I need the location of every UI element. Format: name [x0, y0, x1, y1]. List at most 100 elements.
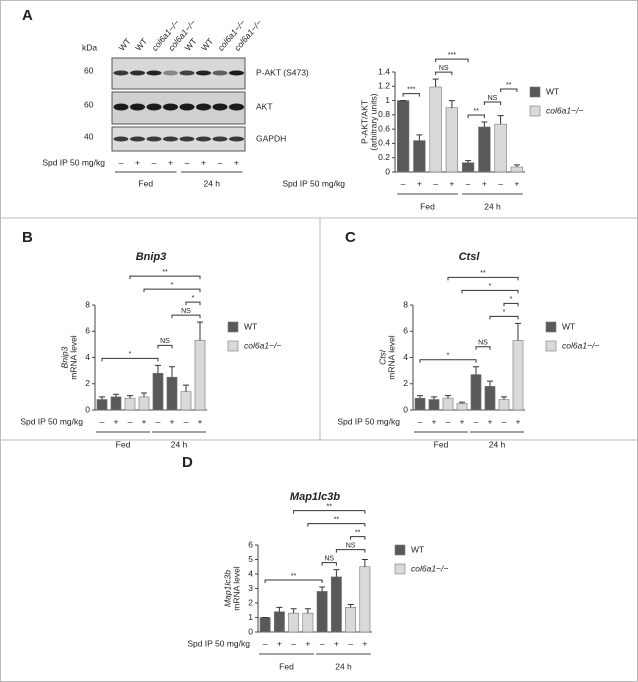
blot-band [163, 70, 178, 76]
error-bar [276, 606, 283, 612]
error-bar [515, 322, 521, 341]
group-label: 24 h [203, 178, 220, 188]
significance-bracket [419, 359, 477, 363]
x-tick-label: – [320, 638, 325, 648]
chart-title: Ctsl [459, 251, 481, 263]
error-bar [465, 160, 472, 163]
error-bar [501, 396, 507, 400]
error-bar [127, 395, 133, 399]
sign-label: – [152, 157, 157, 167]
y-tick-label: 0 [385, 166, 390, 176]
bar [414, 397, 426, 411]
bar [180, 391, 192, 411]
legend-label: WT [244, 321, 257, 331]
significance-label: ** [291, 573, 297, 580]
x-tick-label: + [334, 638, 339, 648]
x-tick-label: + [362, 638, 367, 648]
bar [478, 126, 491, 173]
significance-bracket [500, 88, 518, 92]
sign-label: + [234, 157, 239, 167]
legend-swatch [227, 321, 239, 333]
error-bar [513, 164, 520, 167]
error-bar [416, 134, 423, 141]
significance-bracket [483, 101, 502, 105]
error-bar [473, 366, 479, 375]
significance-label: NS [439, 65, 449, 72]
bar [288, 612, 300, 633]
x-tick-label: + [516, 416, 521, 426]
error-bar [304, 608, 311, 614]
legend-swatch [545, 321, 557, 333]
blot-band [146, 136, 162, 142]
blot-band [163, 136, 178, 142]
y-tick-label: 2 [248, 597, 253, 607]
error-bar [99, 396, 105, 400]
y-axis-label: Ctsl [377, 349, 387, 365]
bar [259, 617, 271, 633]
blot-band [130, 70, 145, 76]
bar [273, 611, 285, 633]
bar [302, 612, 314, 633]
mw-marker: 60 [84, 99, 94, 109]
error-bar [445, 395, 451, 399]
legend-swatch [394, 563, 406, 575]
significance-label: * [489, 283, 492, 290]
blot-band [113, 70, 129, 76]
significance-label: ** [334, 516, 340, 523]
significance-bracket [321, 562, 337, 566]
significance-bracket [435, 58, 469, 63]
blot-band [113, 103, 129, 111]
x-tick-label: – [418, 416, 423, 426]
blot-band [196, 103, 211, 111]
error-bar [319, 586, 326, 592]
bar [456, 403, 468, 411]
significance-bracket [185, 301, 201, 306]
bar [96, 399, 108, 411]
x-tick-label: – [502, 416, 507, 426]
x-tick-label: – [498, 178, 503, 188]
y-tick-label: 5 [248, 554, 253, 564]
legend-label: col6a1−/− [244, 340, 281, 350]
group-label: Fed [420, 201, 435, 211]
y-axis-label: mRNA level [68, 335, 78, 380]
significance-label: NS [160, 338, 170, 345]
y-axis-label: mRNA level [231, 566, 241, 611]
bar [166, 376, 178, 411]
significance-label: NS [346, 542, 356, 549]
blot-band [146, 70, 162, 76]
sign-label: – [119, 157, 124, 167]
significance-bracket [402, 93, 420, 97]
y-axis-label: (arbitrary units) [368, 93, 378, 150]
significance-label: * [510, 296, 513, 303]
significance-label: * [447, 353, 450, 360]
panel-label: A [22, 7, 33, 24]
x-tick-label: – [348, 638, 353, 648]
significance-label: * [192, 295, 195, 302]
x-tick-label: – [433, 178, 438, 188]
x-tick-label: + [460, 416, 465, 426]
significance-label: *** [407, 86, 415, 93]
significance-bracket [129, 275, 201, 280]
x-tick-label: + [432, 416, 437, 426]
blot-band [212, 136, 228, 142]
blot-band [196, 70, 211, 76]
group-label: 24 h [335, 661, 352, 671]
blot-band [146, 103, 162, 111]
error-bar [487, 380, 493, 387]
group-label: Fed [116, 439, 131, 449]
significance-bracket [101, 357, 159, 362]
y-tick-label: 0.6 [378, 123, 390, 133]
bar [484, 386, 496, 411]
lane-label: WT [133, 36, 149, 53]
x-tick-label: + [488, 416, 493, 426]
y-tick-label: 1 [248, 612, 253, 622]
error-bar [459, 401, 465, 404]
blot-band [229, 136, 244, 142]
blot-band [179, 136, 195, 142]
error-bar [333, 569, 340, 577]
x-tick-label: – [474, 416, 479, 426]
legend-label: col6a1−/− [546, 105, 583, 115]
y-tick-label: 6 [85, 326, 90, 336]
legend-label: col6a1−/− [562, 340, 599, 350]
